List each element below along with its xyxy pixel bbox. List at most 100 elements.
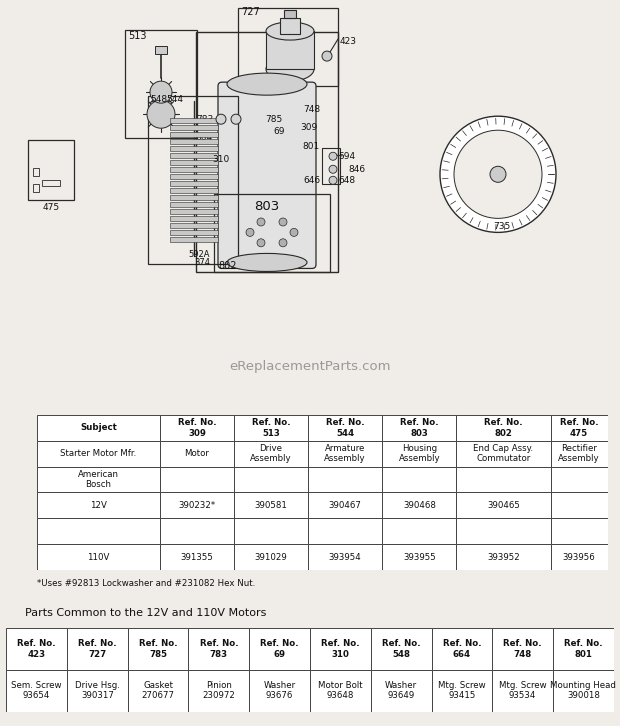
Circle shape bbox=[147, 100, 175, 129]
Text: 803: 803 bbox=[254, 200, 280, 213]
Bar bbox=[553, 670, 614, 711]
Circle shape bbox=[322, 51, 332, 61]
Text: 785: 785 bbox=[265, 115, 282, 123]
Bar bbox=[67, 670, 128, 711]
Text: *Uses #92813 Lockwasher and #231082 Hex Nut.: *Uses #92813 Lockwasher and #231082 Hex … bbox=[37, 579, 255, 588]
Text: Ref. No.
544: Ref. No. 544 bbox=[326, 418, 365, 438]
Bar bbox=[37, 518, 160, 544]
Bar bbox=[160, 492, 234, 518]
Text: 846: 846 bbox=[348, 165, 365, 174]
Bar bbox=[308, 415, 383, 441]
Bar bbox=[456, 441, 551, 467]
Circle shape bbox=[216, 114, 226, 124]
Bar bbox=[170, 146, 218, 151]
Text: Ref. No.
513: Ref. No. 513 bbox=[252, 418, 290, 438]
Circle shape bbox=[150, 81, 172, 103]
Bar bbox=[492, 628, 553, 670]
Bar bbox=[37, 415, 160, 441]
Circle shape bbox=[329, 176, 337, 184]
Bar bbox=[308, 467, 383, 492]
Bar bbox=[33, 168, 39, 176]
Bar bbox=[553, 628, 614, 670]
Text: Armature
Assembly: Armature Assembly bbox=[324, 444, 366, 463]
Bar bbox=[456, 415, 551, 441]
Text: 393956: 393956 bbox=[563, 552, 595, 562]
Text: 423: 423 bbox=[340, 36, 357, 46]
Bar bbox=[383, 467, 456, 492]
Text: Drive Hsg.
390317: Drive Hsg. 390317 bbox=[75, 681, 120, 701]
Text: Ref. No.
785: Ref. No. 785 bbox=[139, 640, 177, 658]
Ellipse shape bbox=[227, 73, 307, 95]
Text: Mtg. Screw
93534: Mtg. Screw 93534 bbox=[499, 681, 546, 701]
Text: Ref. No.
664: Ref. No. 664 bbox=[443, 640, 481, 658]
Ellipse shape bbox=[266, 57, 314, 81]
Text: 69: 69 bbox=[273, 127, 285, 136]
Bar bbox=[456, 467, 551, 492]
Text: Motor: Motor bbox=[185, 449, 210, 458]
Bar bbox=[234, 467, 308, 492]
Bar bbox=[128, 670, 188, 711]
Bar bbox=[383, 415, 456, 441]
Bar bbox=[214, 195, 330, 272]
Text: Ref. No.
423: Ref. No. 423 bbox=[17, 640, 56, 658]
Bar bbox=[371, 628, 432, 670]
Bar bbox=[234, 544, 308, 570]
Bar bbox=[170, 230, 218, 235]
Text: Ref. No.
309: Ref. No. 309 bbox=[177, 418, 216, 438]
Bar bbox=[280, 18, 300, 34]
Bar bbox=[308, 441, 383, 467]
Ellipse shape bbox=[266, 22, 314, 40]
Ellipse shape bbox=[227, 253, 307, 272]
Text: Washer
93649: Washer 93649 bbox=[385, 681, 417, 701]
Bar bbox=[249, 670, 310, 711]
Circle shape bbox=[257, 239, 265, 247]
Text: 648: 648 bbox=[338, 176, 355, 185]
Text: Ref. No.
748: Ref. No. 748 bbox=[503, 640, 542, 658]
Text: Pinion
230972: Pinion 230972 bbox=[202, 681, 236, 701]
Bar bbox=[170, 237, 218, 242]
Circle shape bbox=[490, 166, 506, 182]
Text: 548: 548 bbox=[150, 94, 167, 104]
Bar bbox=[170, 209, 218, 214]
Text: Washer
93676: Washer 93676 bbox=[264, 681, 296, 701]
Bar bbox=[456, 544, 551, 570]
Text: 748: 748 bbox=[303, 105, 320, 114]
Bar bbox=[383, 492, 456, 518]
Text: Ref. No.
548: Ref. No. 548 bbox=[382, 640, 420, 658]
Text: 110V: 110V bbox=[87, 552, 110, 562]
Bar bbox=[234, 415, 308, 441]
Bar bbox=[383, 518, 456, 544]
Text: 390465: 390465 bbox=[487, 501, 520, 510]
Text: 391355: 391355 bbox=[180, 552, 213, 562]
FancyBboxPatch shape bbox=[218, 82, 316, 269]
Bar bbox=[551, 492, 608, 518]
Text: Drive
Assembly: Drive Assembly bbox=[250, 444, 292, 463]
Circle shape bbox=[290, 229, 298, 237]
Text: Ref. No.
727: Ref. No. 727 bbox=[78, 640, 117, 658]
Text: American
Bosch: American Bosch bbox=[78, 470, 119, 489]
Bar bbox=[160, 518, 234, 544]
Bar bbox=[456, 492, 551, 518]
Bar bbox=[160, 441, 234, 467]
Text: 393954: 393954 bbox=[329, 552, 361, 562]
Bar bbox=[432, 670, 492, 711]
Bar bbox=[456, 518, 551, 544]
Bar bbox=[170, 118, 218, 123]
Bar bbox=[37, 544, 160, 570]
Bar bbox=[148, 96, 238, 264]
Bar bbox=[37, 441, 160, 467]
Bar bbox=[170, 132, 218, 137]
Circle shape bbox=[329, 166, 337, 174]
Text: 390467: 390467 bbox=[329, 501, 361, 510]
Text: Ref. No.
802: Ref. No. 802 bbox=[484, 418, 523, 438]
Text: 513: 513 bbox=[128, 31, 146, 41]
Bar bbox=[160, 544, 234, 570]
Text: Rectifier
Assembly: Rectifier Assembly bbox=[558, 444, 600, 463]
Bar bbox=[234, 518, 308, 544]
Bar bbox=[310, 628, 371, 670]
Text: Housing
Assembly: Housing Assembly bbox=[399, 444, 440, 463]
Text: Ref. No.
69: Ref. No. 69 bbox=[260, 640, 299, 658]
Text: Subject: Subject bbox=[80, 423, 117, 433]
Bar bbox=[551, 415, 608, 441]
Text: 646: 646 bbox=[304, 176, 321, 185]
